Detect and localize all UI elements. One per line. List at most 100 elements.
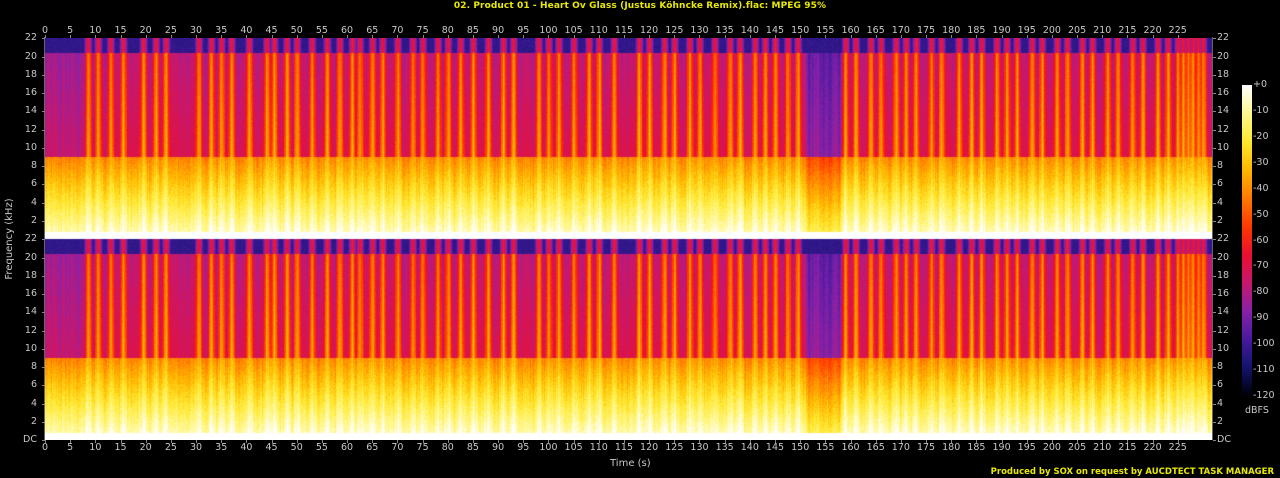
x-tick-mark [447,35,449,38]
y-tick-mark [42,403,45,405]
x-tick-mark [296,35,298,38]
colorbar-tick-label: -20 [1253,130,1269,142]
x-tick-label: 70 [391,442,404,453]
y-tick-mark [1213,385,1216,387]
x-tick-mark [850,440,852,443]
x-tick-mark [1077,35,1079,38]
x-tick-label: 135 [715,25,734,36]
y-tick-label: 18 [24,269,37,281]
x-tick-mark [1001,35,1003,38]
y-tick-label: 18 [1217,269,1230,281]
y-tick-mark [1213,166,1216,168]
y-tick-mark [42,74,45,76]
x-tick-mark [1152,440,1154,443]
y-tick-label: 10 [24,141,37,153]
y-tick-mark [1213,184,1216,186]
x-tick-mark [649,440,651,443]
x-tick-label: 125 [665,25,684,36]
x-tick-label: 130 [690,25,709,36]
colorbar [1242,85,1252,396]
x-tick-mark [246,35,248,38]
x-tick-mark [825,35,827,38]
y-tick-mark [1213,111,1216,113]
x-tick-label: 200 [1042,442,1061,453]
x-tick-label: 50 [290,442,303,453]
y-tick-label: DC [23,434,37,445]
x-tick-mark [472,35,474,38]
x-tick-label: 195 [1017,442,1036,453]
y-tick-mark [42,257,45,259]
x-tick-mark [170,35,172,38]
y-tick-label: 18 [1217,68,1230,80]
x-tick-mark [674,35,676,38]
x-tick-label: 10 [89,25,102,36]
x-tick-mark [724,35,726,38]
y-tick-mark [1213,440,1216,441]
x-tick-mark [850,35,852,38]
x-tick-mark [145,440,147,443]
x-tick-mark [271,35,273,38]
x-tick-label: 120 [640,25,659,36]
y-tick-label: 20 [24,50,37,62]
x-tick-label: 45 [265,25,278,36]
x-tick-mark [246,440,248,443]
x-tick-label: 100 [539,442,558,453]
y-tick-label: 20 [1217,50,1230,62]
x-tick-label: 80 [441,442,454,453]
x-tick-label: 175 [916,442,936,453]
x-tick-label: 155 [816,25,835,36]
x-tick-label: 75 [416,25,429,36]
y-tick-label: 6 [1217,379,1224,391]
x-tick-mark [1102,440,1104,443]
x-tick-mark [145,35,147,38]
x-tick-mark [347,440,349,443]
x-tick-label: 145 [765,25,785,36]
x-tick-mark [623,35,625,38]
colorbar-tick-label: -10 [1253,104,1269,116]
x-tick-mark [422,440,424,443]
x-tick-label: 10 [89,442,102,453]
x-tick-mark [221,440,223,443]
x-tick-label: 90 [492,442,505,453]
y-tick-mark [42,184,45,186]
x-tick-label: 80 [441,25,454,36]
x-tick-mark [120,440,122,443]
x-tick-label: 205 [1067,25,1087,36]
x-tick-label: 195 [1017,25,1036,36]
y-tick-mark [42,111,45,113]
x-tick-mark [372,440,374,443]
x-tick-label: 100 [539,25,558,36]
x-tick-label: 185 [967,442,986,453]
y-tick-label: 8 [1217,160,1224,172]
y-tick-label: 4 [1217,397,1224,409]
x-tick-label: 95 [517,25,530,36]
x-tick-mark [271,440,273,443]
y-tick-label: 20 [1217,251,1230,263]
x-tick-label: 165 [866,442,885,453]
x-tick-mark [397,35,399,38]
colorbar-tick-label: -80 [1253,286,1269,298]
y-tick-label: 12 [1217,123,1230,135]
x-tick-label: 150 [791,442,810,453]
y-tick-label: 16 [1217,87,1230,99]
x-tick-mark [447,440,449,443]
x-tick-label: 165 [866,25,885,36]
y-axis-label: Frequency (kHz) [4,198,15,280]
colorbar-tick-label: -100 [1253,338,1275,350]
x-tick-mark [976,35,978,38]
spectrogram-canvas [45,38,1213,440]
x-tick-mark [397,440,399,443]
x-tick-label: 85 [466,25,479,36]
x-tick-mark [120,35,122,38]
x-tick-label: 15 [114,25,127,36]
x-tick-label: 215 [1118,442,1137,453]
x-tick-label: 65 [366,25,379,36]
x-tick-mark [724,440,726,443]
x-tick-mark [523,440,525,443]
x-tick-label: 25 [164,25,177,36]
x-axis-label: Time (s) [610,458,651,469]
x-tick-label: 5 [67,25,74,36]
x-tick-label: 145 [765,442,785,453]
y-tick-mark [1213,312,1216,314]
y-tick-label: 2 [30,214,37,226]
